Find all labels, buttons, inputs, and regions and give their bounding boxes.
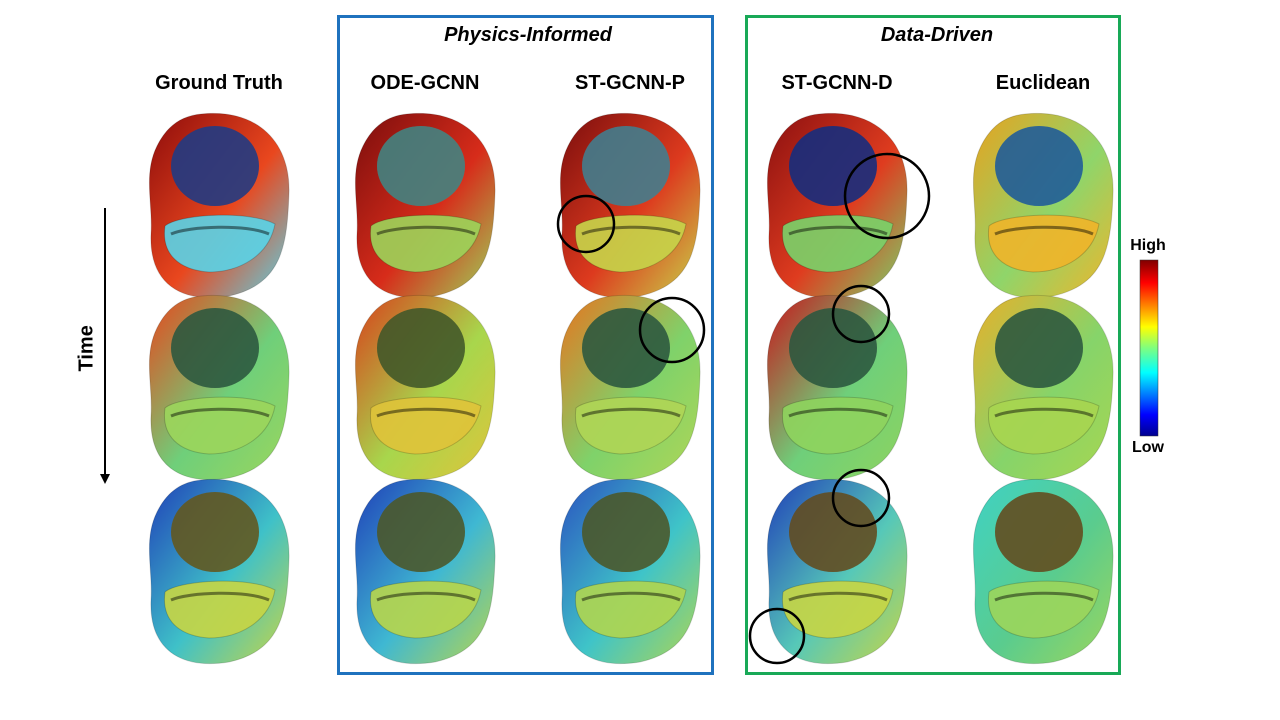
upper-cavity-shade	[582, 126, 670, 206]
physics-informed-title: Physics-Informed	[444, 24, 612, 46]
upper-cavity-shade	[995, 126, 1083, 206]
heart-panel-c2-r0	[559, 112, 701, 299]
upper-cavity	[171, 126, 259, 206]
lower-ring	[781, 396, 894, 455]
upper-cavity	[377, 126, 465, 206]
heart-panel-c1-r2	[354, 478, 496, 665]
upper-cavity	[995, 308, 1083, 388]
lower-ring	[574, 214, 687, 273]
heart-panel-c4-r0	[972, 112, 1114, 299]
heart-panel-c0-r0	[148, 112, 290, 299]
lower-ring	[781, 214, 894, 273]
upper-cavity-shade	[377, 308, 465, 388]
upper-cavity-shade	[377, 126, 465, 206]
upper-cavity	[995, 492, 1083, 572]
upper-cavity	[582, 308, 670, 388]
upper-cavity-shade	[171, 126, 259, 206]
upper-cavity	[789, 308, 877, 388]
lower-ring-groove	[788, 225, 888, 236]
upper-cavity	[171, 492, 259, 572]
lower-ring-groove	[788, 591, 888, 602]
highlight-circle-5	[748, 607, 806, 665]
upper-cavity	[582, 126, 670, 206]
data-driven-group-box	[745, 15, 1121, 675]
upper-cavity	[171, 308, 259, 388]
heart-panel-c4-r2	[972, 478, 1114, 665]
lower-ring-groove	[581, 591, 681, 602]
column-title-st-gcnn-p: ST-GCNN-P	[575, 72, 685, 94]
column-title-euclidean: Euclidean	[995, 72, 1091, 94]
lower-ring	[987, 214, 1100, 273]
data-driven-title: Data-Driven	[880, 24, 994, 46]
upper-cavity-shade	[171, 492, 259, 572]
lower-ring	[369, 396, 482, 455]
highlight-circle-4	[831, 468, 891, 528]
upper-cavity-shade	[995, 308, 1083, 388]
heart-panel-c3-r1	[766, 294, 908, 481]
upper-cavity	[582, 492, 670, 572]
lower-ring-groove	[994, 407, 1094, 418]
heart-panel-c1-r0	[354, 112, 496, 299]
upper-cavity-shade	[789, 126, 877, 206]
lower-ring-groove	[994, 591, 1094, 602]
colorbar	[1139, 259, 1159, 437]
lower-ring	[369, 214, 482, 273]
upper-cavity	[995, 126, 1083, 206]
lower-ring	[781, 580, 894, 639]
highlight-circle-3	[831, 284, 891, 344]
upper-cavity-shade	[789, 492, 877, 572]
heart-panel-c4-r1	[972, 294, 1114, 481]
heart-panel-c0-r1	[148, 294, 290, 481]
lower-ring-groove	[788, 407, 888, 418]
lower-ring	[369, 580, 482, 639]
lower-ring-groove	[376, 407, 476, 418]
physics-informed-group-box	[337, 15, 714, 675]
column-title-ode-gcnn: ODE-GCNN	[370, 72, 480, 94]
lower-ring-groove	[376, 225, 476, 236]
lower-ring-groove	[581, 407, 681, 418]
upper-cavity	[789, 492, 877, 572]
lower-ring-groove	[170, 591, 270, 602]
upper-cavity	[377, 308, 465, 388]
lower-ring-groove	[994, 225, 1094, 236]
lower-ring	[163, 580, 276, 639]
colorbar-high-label: High	[1130, 237, 1166, 254]
lower-ring-groove	[581, 225, 681, 236]
lower-ring	[987, 580, 1100, 639]
column-title-ground-truth: Ground Truth	[155, 72, 283, 94]
heart-panel-c3-r2	[766, 478, 908, 665]
lower-ring	[574, 580, 687, 639]
upper-cavity-shade	[789, 308, 877, 388]
upper-cavity	[789, 126, 877, 206]
lower-ring	[987, 396, 1100, 455]
lower-ring-groove	[170, 407, 270, 418]
lower-ring	[574, 396, 687, 455]
heart-panel-c0-r2	[148, 478, 290, 665]
column-title-st-gcnn-d: ST-GCNN-D	[781, 72, 893, 94]
lower-ring	[163, 396, 276, 455]
heart-panel-c2-r2	[559, 478, 701, 665]
upper-cavity-shade	[582, 492, 670, 572]
upper-cavity-shade	[582, 308, 670, 388]
upper-cavity-shade	[171, 308, 259, 388]
highlight-circle-0	[556, 194, 616, 254]
lower-ring-groove	[376, 591, 476, 602]
heart-panel-c1-r1	[354, 294, 496, 481]
colorbar-low-label: Low	[1132, 439, 1164, 456]
lower-ring	[163, 214, 276, 273]
lower-ring-groove	[170, 225, 270, 236]
highlight-circle-2	[638, 296, 706, 364]
heart-panel-c2-r1	[559, 294, 701, 481]
time-arrow-head	[100, 474, 110, 484]
upper-cavity	[377, 492, 465, 572]
highlight-circle-1	[843, 152, 931, 240]
heart-panel-c3-r0	[766, 112, 908, 299]
upper-cavity-shade	[995, 492, 1083, 572]
upper-cavity-shade	[377, 492, 465, 572]
